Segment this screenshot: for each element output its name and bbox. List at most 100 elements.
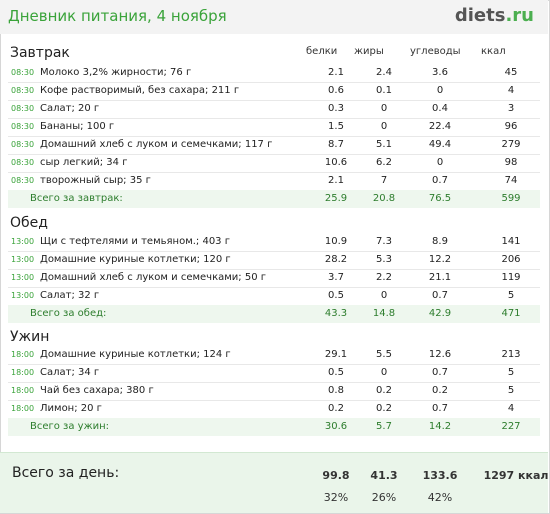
day-fat: 41.3: [370, 469, 398, 482]
meal-time: 08:30: [11, 104, 35, 113]
food-name[interactable]: Домашний хлеб с луком и семечками; 50 г: [40, 272, 266, 283]
food-name[interactable]: Домашние куриные котлетки; 124 г: [40, 349, 231, 360]
food-name[interactable]: Щи с тефтелями и темьяном.; 403 г: [40, 236, 230, 247]
kcal-value: 119: [501, 272, 521, 283]
section-total-row: Всего за обед: 43.3 14.8 42.9 471: [8, 305, 540, 323]
protein-value: 1.5: [328, 121, 344, 132]
kcal-value: 5: [507, 290, 515, 301]
table-row[interactable]: 18:00 Лимон; 20 г 0.2 0.2 0.7 4: [8, 400, 540, 419]
table-row[interactable]: 08:30 сыр легкий; 34 г 10.6 6.2 0 98: [8, 154, 540, 173]
kcal-value: 45: [504, 67, 518, 78]
kcal-value: 98: [504, 157, 518, 168]
food-name[interactable]: сыр легкий; 34 г: [40, 157, 128, 168]
total-fat: 14.8: [372, 308, 396, 319]
table-row[interactable]: 18:00 Домашние куриные котлетки; 124 г 29.…: [8, 346, 540, 365]
food-name[interactable]: Бананы; 100 г: [40, 121, 115, 132]
fat-value: 0: [380, 103, 388, 114]
section-title-breakfast: Завтрак: [10, 45, 70, 61]
food-name[interactable]: Салат; 20 г: [40, 103, 100, 114]
meal-time: 18:00: [11, 350, 35, 359]
fat-value: 0.2: [376, 403, 392, 414]
fat-value: 7.3: [376, 236, 392, 247]
protein-value: 2.1: [328, 67, 344, 78]
food-name[interactable]: Лимон; 20 г: [40, 403, 102, 414]
table-row[interactable]: 18:00 Чай без сахара; 380 г 0.8 0.2 0.2 5: [8, 382, 540, 401]
table-row[interactable]: 08:30 Молоко 3,2% жирности; 76 г 2.1 2.4 3.6…: [8, 64, 540, 83]
food-name[interactable]: творожный сыр; 35 г: [40, 175, 151, 186]
fat-value: 0: [380, 367, 388, 378]
table-row[interactable]: 08:30 Кофе растворимый, без сахара; 211 г…: [8, 82, 540, 101]
day-protein-pct: 32%: [323, 491, 349, 504]
protein-value: 2.1: [328, 175, 344, 186]
meal-time: 18:00: [11, 386, 35, 395]
total-protein: 25.9: [324, 193, 348, 204]
meal-time: 13:00: [11, 255, 35, 264]
carbs-value: 3.6: [432, 67, 448, 78]
table-row[interactable]: 08:30 творожный сыр; 35 г 2.1 7 0.7 74: [8, 172, 540, 191]
logo-main: diets: [454, 5, 506, 26]
logo-suffix: .ru: [505, 5, 534, 26]
protein-value: 0.5: [328, 290, 344, 301]
table-row[interactable]: 08:30 Салат; 20 г 0.3 0 0.4 3: [8, 100, 540, 119]
carbs-value: 0.7: [432, 175, 448, 186]
table-row[interactable]: 08:30 Бананы; 100 г 1.5 0 22.4 96: [8, 118, 540, 137]
carbs-value: 0.7: [432, 403, 448, 414]
kcal-value: 3: [507, 103, 515, 114]
total-fat: 5.7: [376, 421, 392, 432]
total-protein: 30.6: [324, 421, 348, 432]
table-row[interactable]: 18:00 Салат; 34 г 0.5 0 0.7 5: [8, 364, 540, 383]
meal-time: 08:30: [11, 122, 35, 131]
table-row[interactable]: 13:00 Домашний хлеб с луком и семечками; …: [8, 269, 540, 288]
total-kcal: 599: [501, 193, 521, 204]
total-carbs: 14.2: [428, 421, 452, 432]
fat-value: 0.2: [376, 385, 392, 396]
meal-time: 18:00: [11, 404, 35, 413]
kcal-value: 5: [507, 367, 515, 378]
food-name[interactable]: Домашний хлеб с луком и семечками; 117 г: [40, 139, 273, 150]
food-name[interactable]: Салат; 32 г: [40, 290, 100, 301]
fat-value: 2.4: [376, 67, 392, 78]
table-row[interactable]: 13:00 Домашние куриные котлетки; 120 г 28.…: [8, 251, 540, 270]
section-total-row: Всего за завтрак: 25.9 20.8 76.5 599: [8, 190, 540, 208]
total-kcal: 227: [501, 421, 521, 432]
kcal-value: 74: [504, 175, 518, 186]
protein-value: 8.7: [328, 139, 344, 150]
page-title: Дневник питания, 4 ноября: [8, 7, 227, 25]
food-name[interactable]: Домашние куриные котлетки; 120 г: [40, 254, 231, 265]
carbs-value: 0.7: [432, 290, 448, 301]
food-name[interactable]: Салат; 34 г: [40, 367, 100, 378]
protein-value: 0.6: [328, 85, 344, 96]
protein-value: 0.5: [328, 367, 344, 378]
carbs-value: 49.4: [428, 139, 452, 150]
food-name[interactable]: Чай без сахара; 380 г: [40, 385, 154, 396]
carbs-value: 0.7: [432, 367, 448, 378]
day-total-label: Всего за день:: [12, 465, 120, 481]
protein-value: 0.3: [328, 103, 344, 114]
fat-value: 5.5: [376, 349, 392, 360]
food-name[interactable]: Молоко 3,2% жирности; 76 г: [40, 67, 192, 78]
total-kcal: 471: [501, 308, 521, 319]
col-header-carbs: углеводы: [410, 46, 461, 57]
meal-time: 13:00: [11, 291, 35, 300]
meal-time: 18:00: [11, 368, 35, 377]
table-row[interactable]: 13:00 Салат; 32 г 0.5 0 0.7 5: [8, 287, 540, 306]
day-fat-pct: 26%: [371, 491, 397, 504]
day-kcal: 1297 ккал: [483, 469, 549, 482]
carbs-value: 0: [436, 157, 444, 168]
kcal-value: 206: [501, 254, 521, 265]
meal-time: 13:00: [11, 273, 35, 282]
carbs-value: 12.2: [428, 254, 452, 265]
kcal-value: 96: [504, 121, 518, 132]
day-total: Всего за день: 99.8 41.3 133.6 1297 ккал…: [0, 452, 548, 513]
table-row[interactable]: 13:00 Щи с тефтелями и темьяном.; 403 г 10…: [8, 233, 540, 252]
header: Дневник питания, 4 ноября diets.ru: [0, 0, 548, 34]
site-logo[interactable]: diets.ru: [455, 5, 534, 26]
meal-time: 08:30: [11, 86, 35, 95]
kcal-value: 279: [501, 139, 521, 150]
day-carbs: 133.6: [422, 469, 458, 482]
protein-value: 3.7: [328, 272, 344, 283]
food-name[interactable]: Кофе растворимый, без сахара; 211 г: [40, 85, 240, 96]
protein-value: 10.9: [324, 236, 348, 247]
table-row[interactable]: 08:30 Домашний хлеб с луком и семечками; …: [8, 136, 540, 155]
meal-time: 08:30: [11, 68, 35, 77]
